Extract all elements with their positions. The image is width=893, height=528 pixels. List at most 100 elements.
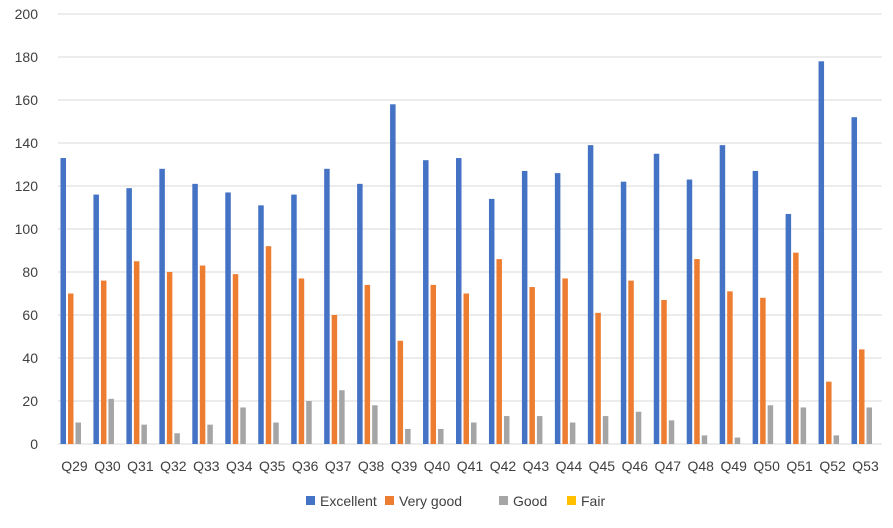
x-tick-label: Q34 bbox=[226, 458, 253, 474]
bar-excellent bbox=[324, 168, 330, 445]
bar-good bbox=[306, 401, 312, 444]
x-tick-label: Q39 bbox=[391, 458, 418, 474]
bar-good bbox=[108, 398, 114, 444]
bar-good bbox=[602, 416, 609, 444]
bar-excellent bbox=[192, 183, 198, 444]
legend-label: Fair bbox=[581, 493, 605, 509]
x-axis: Q29 Q30 Q31 Q32 Q33 Q34 Q35 Q36 Q37 Q38 Q39 Q40 Q41 Q… bbox=[61, 458, 879, 474]
bar-good bbox=[635, 411, 642, 444]
bar-good bbox=[536, 416, 543, 444]
y-tick-label: 60 bbox=[22, 307, 38, 323]
y-tick-label: 140 bbox=[15, 135, 39, 151]
bar-excellent bbox=[225, 192, 231, 444]
bar-very-good bbox=[463, 293, 469, 444]
x-tick-label: Q49 bbox=[720, 458, 747, 474]
y-tick-label: 200 bbox=[15, 6, 39, 22]
legend-swatch bbox=[567, 496, 576, 505]
bar-very-good bbox=[562, 278, 568, 444]
x-tick-label: Q38 bbox=[358, 458, 385, 474]
bar-excellent bbox=[60, 158, 66, 445]
bar-excellent bbox=[258, 205, 264, 444]
x-tick-label: Q53 bbox=[852, 458, 879, 474]
bar-very-good bbox=[727, 291, 733, 444]
bar-good bbox=[668, 420, 675, 444]
x-tick-label: Q33 bbox=[193, 458, 220, 474]
x-tick-label: Q29 bbox=[61, 458, 88, 474]
bar-good bbox=[339, 390, 345, 444]
bar-excellent bbox=[686, 179, 693, 445]
bar-good bbox=[405, 428, 411, 444]
bar-good bbox=[174, 433, 180, 444]
bar-excellent bbox=[521, 170, 528, 444]
y-axis: 0 20 40 60 80 100 120 140 160 180 200 bbox=[15, 6, 39, 452]
legend-label: Very good bbox=[399, 493, 462, 509]
legend-swatch bbox=[306, 496, 315, 505]
y-tick-label: 180 bbox=[15, 49, 39, 65]
bar-very-good bbox=[331, 315, 338, 444]
bar-good bbox=[75, 422, 81, 444]
bar-very-good bbox=[694, 259, 700, 444]
bar-excellent bbox=[159, 168, 165, 445]
bar-very-good bbox=[529, 287, 535, 444]
bar-very-good bbox=[826, 381, 832, 444]
x-tick-label: Q41 bbox=[457, 458, 484, 474]
bar-good bbox=[240, 407, 246, 444]
x-tick-label: Q37 bbox=[325, 458, 352, 474]
y-tick-label: 20 bbox=[22, 393, 38, 409]
bar-excellent bbox=[488, 198, 495, 444]
bars bbox=[60, 61, 873, 445]
legend-label: Excellent bbox=[320, 493, 377, 509]
x-tick-label: Q52 bbox=[819, 458, 846, 474]
bar-excellent bbox=[93, 194, 99, 444]
bar-very-good bbox=[265, 246, 272, 444]
x-tick-label: Q44 bbox=[556, 458, 583, 474]
bar-excellent bbox=[126, 188, 132, 444]
x-tick-label: Q48 bbox=[687, 458, 714, 474]
bar-very-good bbox=[859, 349, 865, 444]
bar-very-good bbox=[232, 274, 239, 444]
legend-swatch bbox=[385, 496, 394, 505]
x-tick-label: Q36 bbox=[292, 458, 319, 474]
bar-very-good bbox=[199, 265, 206, 444]
x-tick-label: Q47 bbox=[655, 458, 682, 474]
bar-good bbox=[800, 407, 807, 444]
y-tick-label: 80 bbox=[22, 264, 38, 280]
x-tick-label: Q45 bbox=[589, 458, 616, 474]
x-tick-label: Q43 bbox=[523, 458, 550, 474]
x-tick-label: Q50 bbox=[753, 458, 780, 474]
bar-good bbox=[767, 405, 774, 444]
bar-excellent bbox=[752, 170, 759, 444]
bar-very-good bbox=[397, 340, 404, 444]
bar-excellent bbox=[587, 145, 594, 444]
x-tick-label: Q46 bbox=[622, 458, 649, 474]
bar-excellent bbox=[291, 194, 297, 444]
bar-excellent bbox=[620, 181, 627, 444]
bar-excellent bbox=[785, 213, 792, 444]
bar-good bbox=[866, 407, 873, 444]
bar-excellent bbox=[423, 160, 429, 444]
gridlines bbox=[58, 13, 882, 445]
bar-excellent bbox=[554, 173, 561, 444]
bar-good bbox=[503, 416, 510, 444]
bar-excellent bbox=[456, 158, 462, 445]
bar-very-good bbox=[67, 293, 74, 444]
bar-excellent bbox=[851, 117, 858, 444]
bar-very-good bbox=[364, 284, 371, 444]
x-tick-label: Q51 bbox=[786, 458, 813, 474]
x-tick-label: Q42 bbox=[490, 458, 517, 474]
bar-very-good bbox=[430, 284, 437, 444]
y-tick-label: 40 bbox=[22, 350, 38, 366]
y-tick-label: 0 bbox=[30, 436, 38, 452]
bar-very-good bbox=[793, 252, 799, 444]
bar-very-good bbox=[595, 312, 601, 444]
bar-good bbox=[273, 422, 279, 444]
bar-very-good bbox=[100, 280, 107, 444]
bar-very-good bbox=[166, 272, 173, 444]
legend-label: Good bbox=[513, 493, 547, 509]
bar-excellent bbox=[818, 61, 825, 445]
bar-good bbox=[471, 422, 477, 444]
bar-good bbox=[569, 422, 576, 444]
legend: Excellent Very good Good Fair bbox=[306, 493, 605, 509]
bar-very-good bbox=[628, 280, 634, 444]
